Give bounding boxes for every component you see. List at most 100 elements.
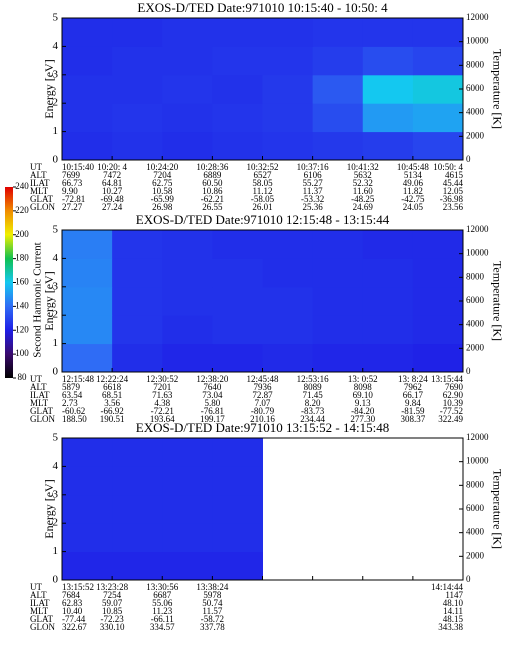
- y-tick-label: 2: [53, 97, 59, 109]
- heatmap-cell: [412, 46, 464, 76]
- orbit-value: 12:22:24: [96, 374, 129, 384]
- heatmap-cell: [212, 523, 263, 553]
- orbit-value: -53.32: [301, 194, 324, 204]
- heatmap-cell: [162, 494, 213, 524]
- y-tick-label: 0: [53, 574, 59, 586]
- orbit-value: 62.90: [443, 390, 464, 400]
- y2-tick-label: 4000: [466, 107, 485, 117]
- colorbar-tick-label: 200: [15, 229, 29, 239]
- y2-tick-label: 4000: [466, 527, 485, 537]
- y2-tick-label: 12000: [466, 224, 489, 234]
- orbit-value: 7201: [153, 382, 171, 392]
- y-tick-label: 0: [53, 154, 59, 166]
- heatmap-cell: [312, 18, 364, 47]
- heatmap-cell: [262, 258, 314, 288]
- orbit-value: 6527: [254, 170, 273, 180]
- heatmap-cell: [262, 230, 314, 259]
- heatmap-cell: [62, 258, 113, 288]
- heatmap-cell: [412, 74, 464, 104]
- y2-tick-label: 2000: [466, 550, 485, 560]
- y2-tick-label: 0: [466, 154, 471, 164]
- orbit-value: 55.27: [303, 178, 324, 188]
- orbit-value: -83.73: [301, 406, 325, 416]
- orbit-row-name: GLON: [30, 622, 55, 632]
- orbit-row-name: ILAT: [30, 390, 50, 400]
- heatmap-cell: [212, 343, 263, 373]
- heatmap-cell: [262, 46, 314, 76]
- y2-tick-label: 6000: [466, 295, 485, 305]
- orbit-value: 12:53:16: [297, 374, 330, 384]
- colorbar-tick-label: 220: [15, 205, 29, 215]
- heatmap-cell: [262, 18, 314, 47]
- heatmap-cell: [262, 131, 314, 161]
- heatmap-cell: [112, 286, 163, 316]
- orbit-row-name: MLT: [30, 606, 49, 616]
- heatmap-cell: [62, 18, 113, 47]
- y2-tick-label: 10000: [466, 36, 489, 46]
- orbit-value: 330.10: [100, 622, 125, 632]
- heatmap-cell: [162, 131, 213, 161]
- heatmap-cell: [162, 315, 213, 345]
- colorbar-tick-label: 180: [15, 253, 29, 263]
- orbit-value: 12:45:48: [246, 374, 279, 384]
- y2-tick-label: 8000: [466, 271, 485, 281]
- orbit-row-name: ALT: [30, 590, 47, 600]
- orbit-value: 11.82: [403, 186, 423, 196]
- orbit-value: -42.75: [401, 194, 425, 204]
- orbit-value: 58.05: [252, 178, 273, 188]
- orbit-value: -81.59: [401, 406, 425, 416]
- panel-title: EXOS-D/TED Date:971010 13:15:52 - 14:15:…: [136, 420, 389, 435]
- heatmap-cell: [112, 46, 163, 76]
- orbit-row-name: ILAT: [30, 178, 50, 188]
- orbit-value: 14:14:44: [431, 582, 464, 592]
- heatmap-cell: [362, 74, 414, 104]
- orbit-value: 7254: [103, 590, 122, 600]
- y2-tick-label: 2000: [466, 130, 485, 140]
- heatmap-cell: [312, 343, 364, 373]
- heatmap-cell: [312, 103, 364, 133]
- heatmap-cell: [112, 74, 163, 104]
- y2-tick-label: 2000: [466, 342, 485, 352]
- heatmap-cell: [262, 343, 314, 373]
- y-tick-label: 3: [53, 280, 59, 292]
- heatmap-cell: [262, 74, 314, 104]
- heatmap-cell: [62, 103, 113, 133]
- orbit-value: 7962: [404, 382, 422, 392]
- heatmap-cell: [162, 258, 213, 288]
- orbit-value: 10:37:16: [297, 162, 330, 172]
- heatmap-cell: [62, 343, 113, 373]
- heatmap-cell: [362, 46, 414, 76]
- orbit-value: 60.50: [202, 178, 223, 188]
- y2-tick-label: 12000: [466, 12, 489, 22]
- orbit-value: 66.17: [403, 390, 424, 400]
- orbit-row-name: GLAT: [30, 194, 53, 204]
- y-tick-label: 2: [53, 309, 59, 321]
- orbit-value: 59.07: [102, 598, 123, 608]
- heatmap-cell: [312, 286, 364, 316]
- colorbar-tick-label: 160: [15, 277, 29, 287]
- y-axis-label: Energy [eV]: [42, 271, 56, 330]
- orbit-row-name: ALT: [30, 170, 47, 180]
- heatmap-cell: [212, 46, 263, 76]
- orbit-value: 10:41:32: [347, 162, 379, 172]
- heatmap-cell: [112, 551, 163, 581]
- orbit-value: 308.37: [401, 414, 426, 424]
- orbit-value: 6106: [304, 170, 323, 180]
- orbit-value: 12:30:52: [146, 374, 178, 384]
- orbit-value: 9.13: [355, 398, 371, 408]
- orbit-value: 8098: [354, 382, 373, 392]
- orbit-value: 10:20: 4: [97, 162, 127, 172]
- y-tick-label: 5: [53, 12, 59, 24]
- orbit-value: 23.56: [443, 202, 464, 212]
- heatmap-cell: [412, 18, 464, 47]
- y2-tick-label: 10000: [466, 456, 489, 466]
- y-tick-label: 3: [53, 488, 59, 500]
- orbit-value: 69.10: [353, 390, 374, 400]
- colorbar-label: Second Harmonic Current: [32, 242, 44, 357]
- orbit-value: 10:28:36: [196, 162, 229, 172]
- orbit-value: 72.87: [252, 390, 273, 400]
- heatmap-cell: [62, 551, 113, 581]
- y2-axis-label: Temperature [K]: [490, 261, 504, 341]
- heatmap-cell: [362, 103, 414, 133]
